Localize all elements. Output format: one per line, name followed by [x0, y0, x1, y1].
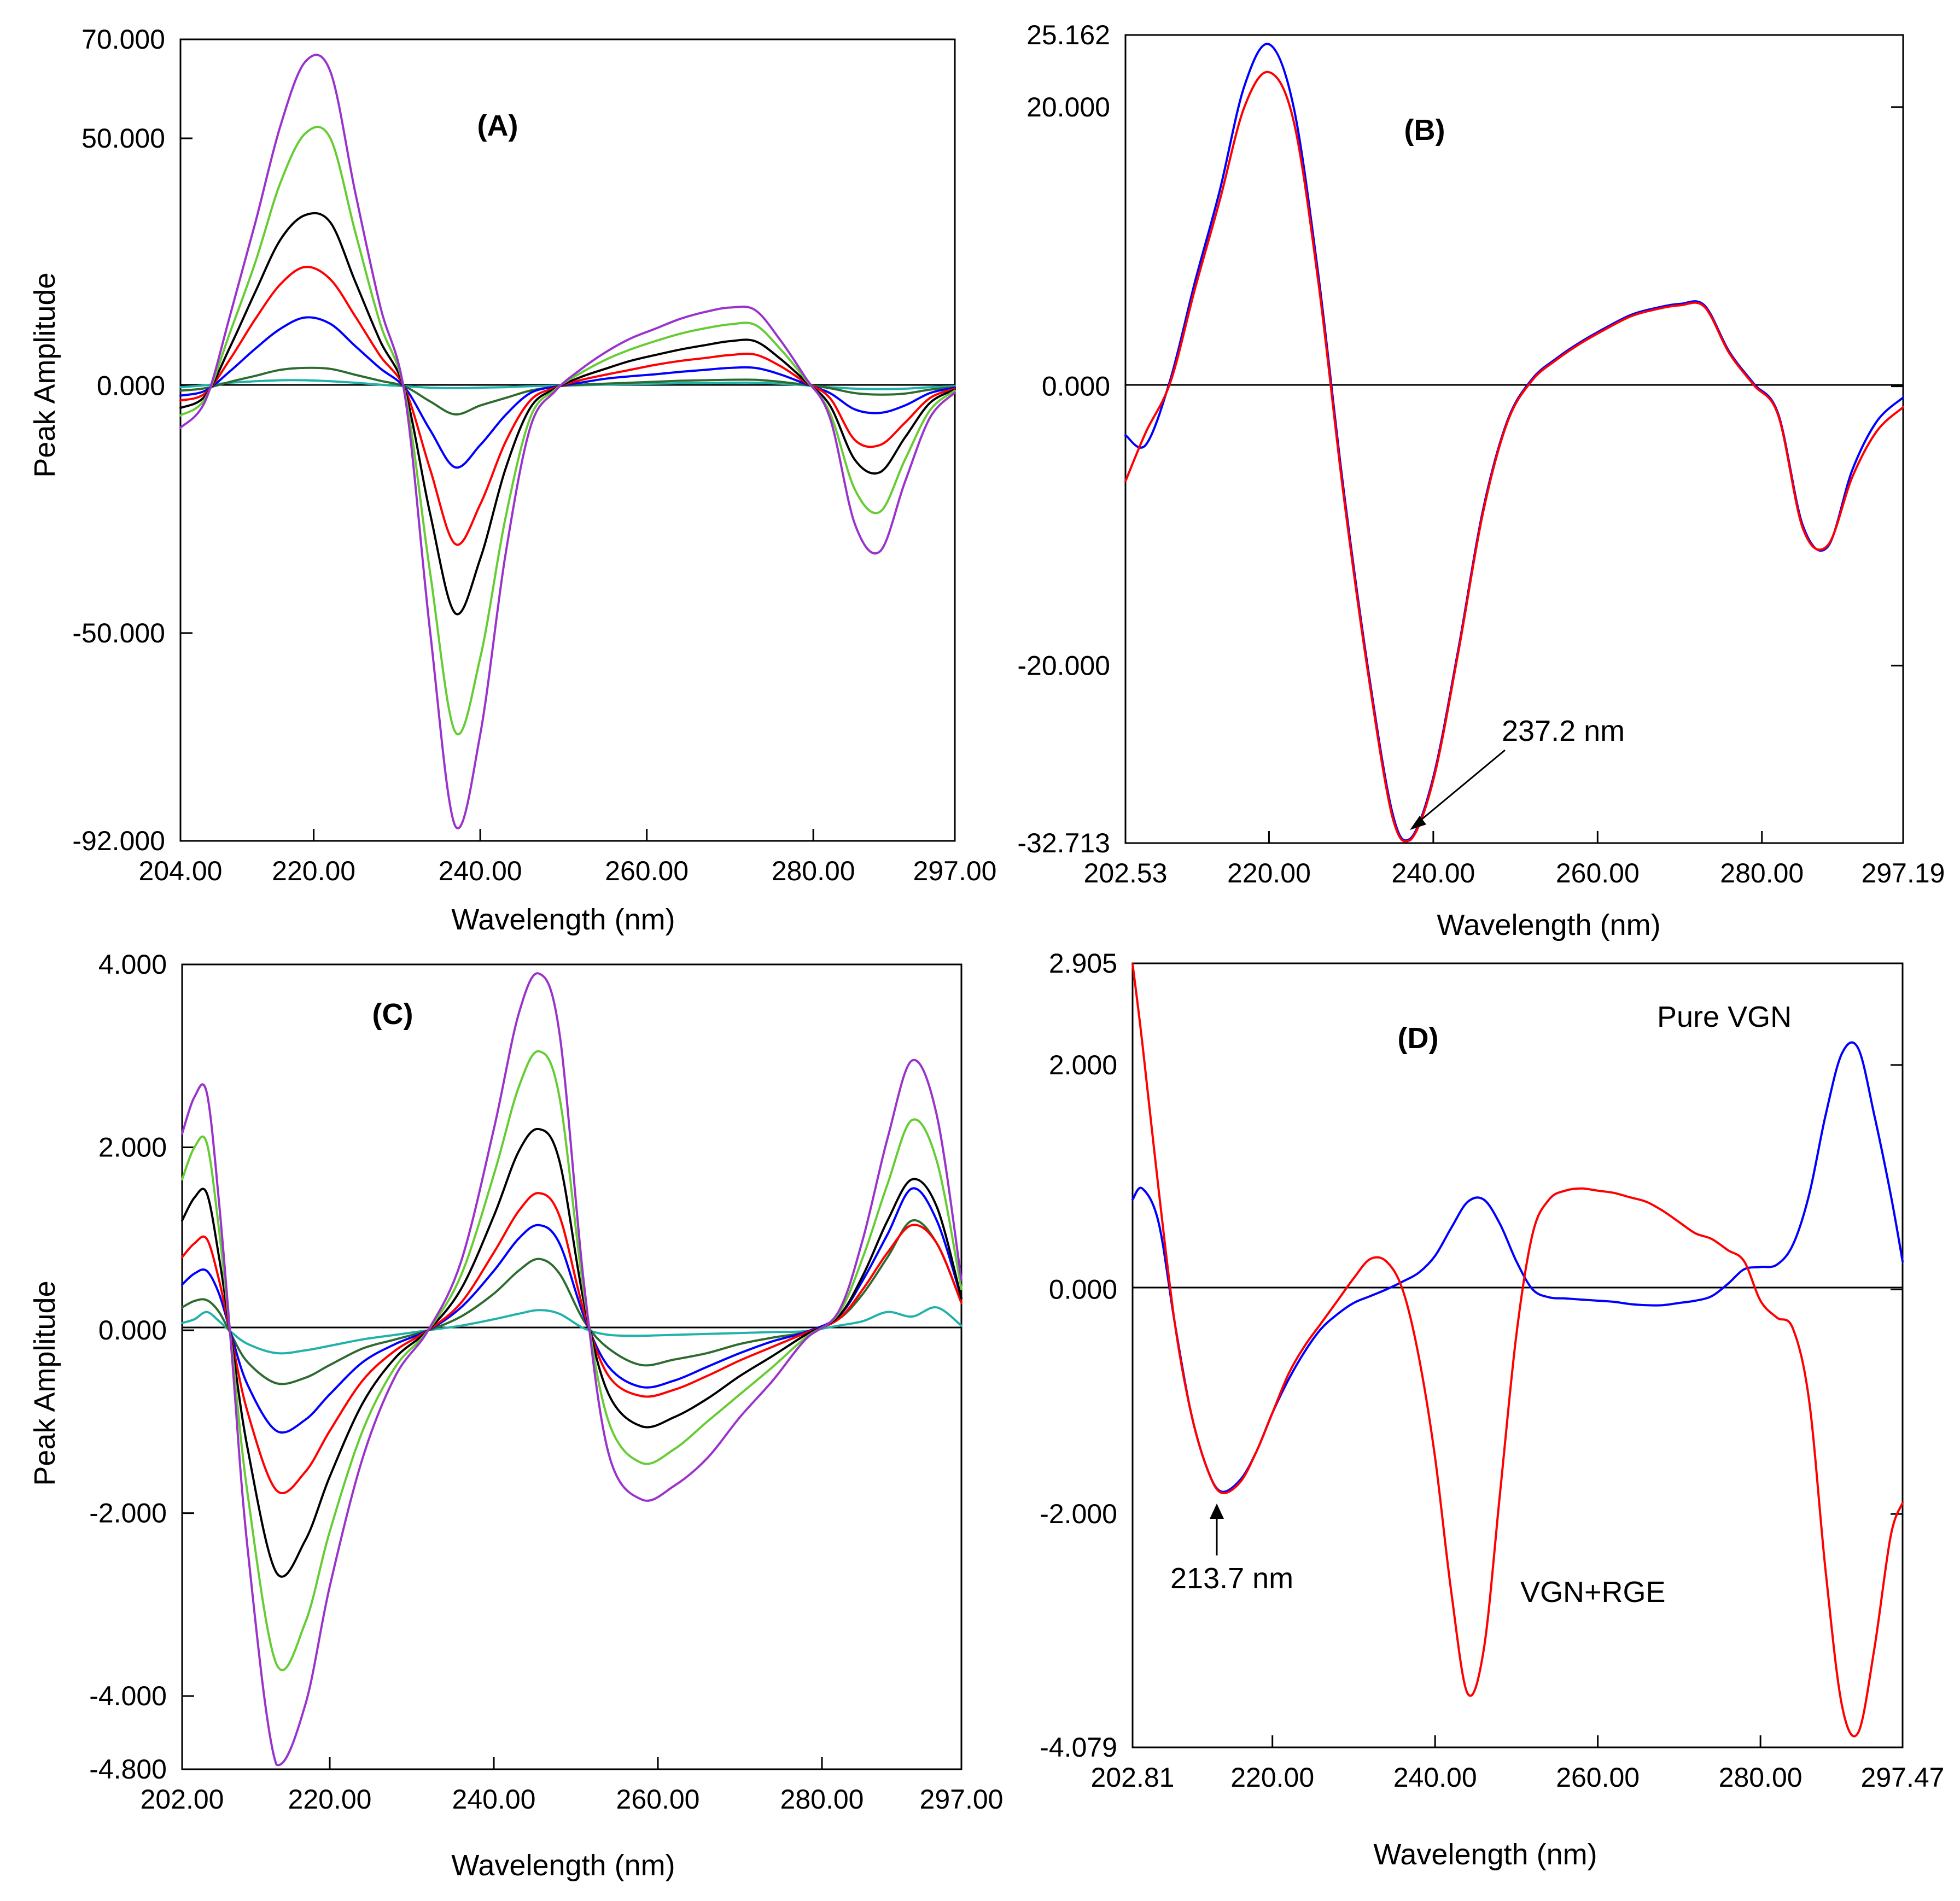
panel-b-curves [1124, 43, 1904, 843]
panel-c-xtick-label: 202.00 [141, 1784, 224, 1815]
panel-b-ytick-label: -20.000 [1017, 650, 1110, 681]
panel-c: 202.00 220.00 240.00 260.00 280.00 297.00 4.00… [28, 949, 1003, 1882]
panel-b-ytick-label: -32.713 [1017, 828, 1110, 858]
panel-a-ylabel: Peak Amplitude [28, 272, 61, 477]
panel-b-xtick-label: 240.00 [1391, 858, 1475, 888]
panel-a-xtick-label: 297.00 [913, 856, 997, 886]
panel-a-xlabel: Wavelength (nm) [451, 903, 675, 936]
panel-c-label: (C) [372, 998, 413, 1031]
panel-b-xlabel: Wavelength (nm) [1437, 909, 1660, 941]
panel-b-annotation-arrowhead [1410, 816, 1426, 830]
panel-d-label: (D) [1398, 1022, 1439, 1055]
panel-d-annotation-arrowhead [1210, 1504, 1224, 1519]
panel-a-xtick-label: 240.00 [439, 856, 522, 886]
panel-a-ytick-label: 70.000 [81, 24, 165, 55]
panel-c-ylabel: Peak Amplitude [28, 1280, 61, 1485]
panel-d-ytick-label: -2.000 [1040, 1499, 1117, 1529]
panel-c-ytick-label: -4.000 [89, 1681, 167, 1711]
panel-b-label: (B) [1404, 114, 1445, 147]
panel-b-xtick-label: 220.00 [1227, 858, 1311, 888]
panel-d-xtick-label: 220.00 [1230, 1762, 1314, 1793]
panel-c-ytick-label: 0.000 [98, 1315, 167, 1346]
panel-b: 202.53 220.00 240.00 260.00 280.00 297.19 25.1… [1017, 20, 1945, 941]
panel-c-series-level-3 [181, 1187, 962, 1434]
panel-a-xtick-label: 260.00 [605, 856, 689, 886]
panel-d-frame [1131, 962, 1904, 1748]
panel-a-ytick-label: -92.000 [72, 826, 165, 856]
panel-b-ytick-label: 0.000 [1042, 371, 1110, 402]
panel-a-xtick-label: 280.00 [772, 856, 855, 886]
panel-b-annotation-arrow [1414, 749, 1506, 827]
panel-c-ytick-label: 4.000 [98, 949, 167, 980]
panel-d-xtick-label: 202.81 [1091, 1762, 1175, 1793]
panel-c-series-level-7 [181, 972, 962, 1767]
panel-d-curves [1131, 963, 1904, 1738]
panel-c-curves [181, 972, 962, 1767]
panel-d-ytick-label: 2.905 [1049, 948, 1117, 979]
panel-b-annotation-text: 237.2 nm [1502, 715, 1625, 747]
panel-a-ytick-label: -50.000 [72, 618, 165, 648]
panel-d-series-vgn-rge [1131, 963, 1904, 1738]
panel-b-series-red [1124, 71, 1904, 843]
panel-a-series-level-3 [179, 316, 956, 469]
panel-c-xtick-label: 297.00 [920, 1784, 1004, 1815]
panel-c-ytick-label: -4.800 [89, 1754, 167, 1785]
panel-d-ticks: 202.81 220.00 240.00 260.00 280.00 297.47 2.90… [1040, 948, 1944, 1793]
panel-c-series-level-1 [181, 1306, 962, 1355]
panel-a-series-level-6 [179, 126, 956, 735]
panel-a-ticks: 204.00 220.00 240.00 260.00 280.00 297.00 70.0… [72, 24, 996, 886]
panel-b-xtick-label: 280.00 [1720, 858, 1804, 888]
panel-b-ytick-label: 25.162 [1026, 20, 1110, 50]
panel-a-xtick-label: 204.00 [139, 856, 223, 886]
panel-c-ytick-label: -2.000 [89, 1498, 167, 1529]
panel-c-series-level-4 [181, 1192, 962, 1494]
panel-c-xtick-label: 260.00 [616, 1784, 700, 1815]
panel-c-xlabel: Wavelength (nm) [451, 1849, 675, 1882]
panel-a-ytick-label: 50.000 [81, 123, 165, 154]
panel-c-xtick-label: 280.00 [780, 1784, 864, 1815]
panel-d-annotation-vgn-rge: VGN+RGE [1520, 1576, 1666, 1608]
panel-a-series-level-4 [179, 266, 956, 546]
panel-d: 202.81 220.00 240.00 260.00 280.00 297.47 2.90… [1040, 948, 1944, 1871]
panel-c-xtick-label: 220.00 [288, 1784, 372, 1815]
panel-c-series-level-5 [181, 1128, 962, 1578]
panel-d-ytick-label: 0.000 [1049, 1274, 1117, 1305]
panel-c-ticks: 202.00 220.00 240.00 260.00 280.00 297.00 4.00… [89, 949, 1003, 1815]
panel-a-ytick-label: 0.000 [97, 370, 165, 401]
panel-c-ytick-label: 2.000 [98, 1132, 167, 1163]
panel-d-xtick-label: 297.47 [1861, 1762, 1945, 1793]
panel-d-annotation-pure-vgn: Pure VGN [1657, 1001, 1792, 1033]
panel-a-label: (A) [477, 109, 518, 142]
panel-c-xtick-label: 240.00 [452, 1784, 536, 1815]
panel-b-frame [1124, 34, 1904, 844]
panel-d-xtick-label: 260.00 [1556, 1762, 1640, 1793]
panel-a: 204.00 220.00 240.00 260.00 280.00 297.00 70.0… [28, 24, 996, 936]
panel-c-series-level-2 [181, 1219, 962, 1385]
panel-d-ytick-label: 2.000 [1049, 1050, 1117, 1080]
panel-c-frame [181, 963, 962, 1770]
panel-d-annotation-wavelength: 213.7 nm [1170, 1562, 1293, 1595]
panel-d-series-pure-vgn [1131, 1041, 1904, 1493]
panel-d-xtick-label: 280.00 [1719, 1762, 1802, 1793]
panel-a-frame [179, 38, 956, 842]
panel-d-xtick-label: 240.00 [1393, 1762, 1477, 1793]
panel-a-series-level-2 [179, 366, 956, 416]
panel-b-xtick-label: 260.00 [1556, 858, 1640, 888]
panel-d-ytick-label: -4.079 [1040, 1732, 1117, 1763]
panel-b-xtick-label: 297.19 [1862, 858, 1945, 888]
panel-d-xlabel: Wavelength (nm) [1373, 1838, 1597, 1871]
panel-a-xtick-label: 220.00 [272, 856, 355, 886]
panel-a-series-level-5 [179, 212, 956, 616]
panel-b-ytick-label: 20.000 [1026, 92, 1110, 122]
panel-b-xtick-label: 202.53 [1084, 858, 1168, 888]
panel-a-curves [179, 54, 956, 829]
panel-b-ticks: 202.53 220.00 240.00 260.00 280.00 297.19 25.1… [1017, 20, 1945, 888]
panel-a-series-level-7 [179, 54, 956, 829]
